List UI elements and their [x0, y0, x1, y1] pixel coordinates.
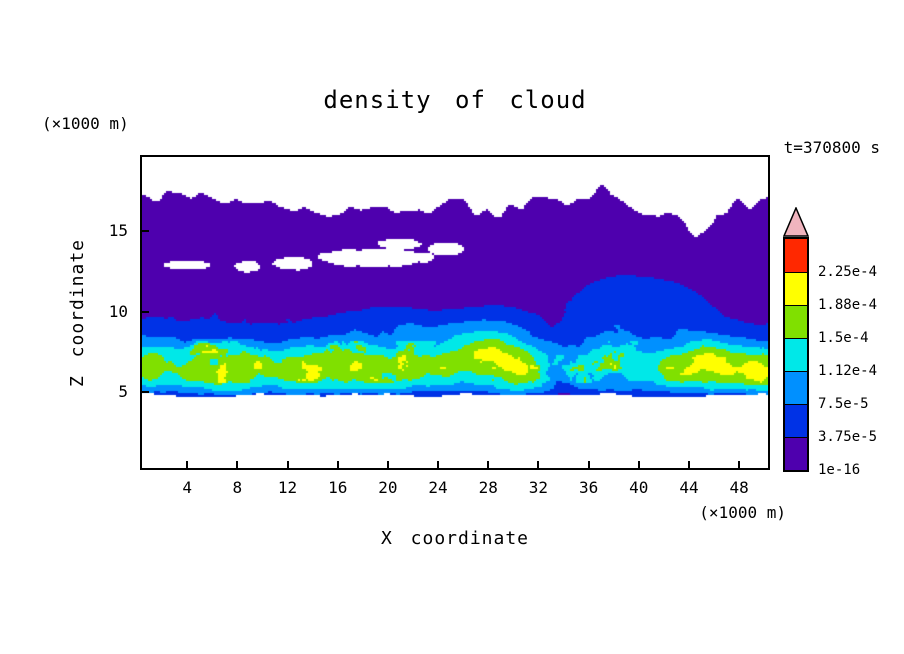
- x-tick-mark: [186, 461, 189, 468]
- colorbar-band: [785, 437, 807, 470]
- x-tick-label: 16: [328, 478, 348, 497]
- time-annotation: t=370800 s: [783, 138, 880, 157]
- x-tick-mark: [236, 461, 239, 468]
- y-tick-label: 15: [108, 221, 128, 241]
- x-tick-mark: [286, 461, 289, 468]
- y-tick-mark: [142, 230, 149, 233]
- x-tick-label: 4: [182, 478, 192, 497]
- colorbar-level-label: 1.88e-4: [818, 297, 878, 313]
- colorbar-level-label: 3.75e-5: [818, 429, 878, 445]
- colorbar-level-label: 2.25e-4: [818, 264, 878, 280]
- y-axis-unit-label: (×1000 m): [42, 114, 129, 133]
- colorbar-band: [785, 404, 807, 437]
- x-tick-label: 36: [578, 478, 599, 497]
- x-tick-label: 8: [232, 478, 243, 497]
- x-tick-mark: [336, 461, 339, 468]
- colorbar-band: [785, 305, 807, 338]
- x-tick-mark: [587, 461, 590, 468]
- x-tick-label: 24: [428, 478, 448, 497]
- x-tick-label: 44: [679, 478, 699, 497]
- plot-area: [140, 155, 770, 470]
- x-axis-unit-label: (×1000 m): [699, 503, 786, 522]
- x-axis-label: X coordinate: [380, 528, 530, 549]
- y-tick-label: 5: [118, 382, 128, 402]
- y-tick-label: 10: [108, 301, 128, 321]
- colorbar-level-label: 7.5e-5: [818, 396, 869, 412]
- x-tick-mark: [386, 461, 389, 468]
- colorbar: [783, 237, 809, 472]
- y-tick-mark: [142, 310, 149, 313]
- x-tick-label: 28: [478, 478, 498, 497]
- x-tick-mark: [537, 461, 540, 468]
- x-tick-label: 20: [378, 478, 398, 497]
- x-tick-mark: [637, 461, 640, 468]
- chart-title: density of cloud: [323, 86, 587, 114]
- colorbar-level-label: 1.12e-4: [818, 363, 878, 379]
- y-axis-label: Z coordinate: [67, 238, 88, 388]
- colorbar-level-label: 1e-16: [818, 462, 861, 478]
- colorbar-band: [785, 239, 807, 272]
- contour-field-canvas: [142, 157, 768, 468]
- x-tick-mark: [437, 461, 440, 468]
- x-tick-mark: [738, 461, 741, 468]
- x-tick-mark: [487, 461, 490, 468]
- colorbar-band: [785, 371, 807, 404]
- x-tick-label: 48: [729, 478, 749, 497]
- colorbar-band: [785, 338, 807, 371]
- x-tick-mark: [687, 461, 690, 468]
- colorbar-level-label: 1.5e-4: [818, 330, 869, 346]
- colorbar-overflow-arrow-icon: [783, 207, 809, 237]
- x-tick-label: 32: [528, 478, 549, 497]
- x-tick-label: 40: [629, 478, 649, 497]
- y-tick-mark: [142, 391, 149, 394]
- x-tick-label: 12: [277, 478, 298, 497]
- colorbar-band: [785, 272, 807, 305]
